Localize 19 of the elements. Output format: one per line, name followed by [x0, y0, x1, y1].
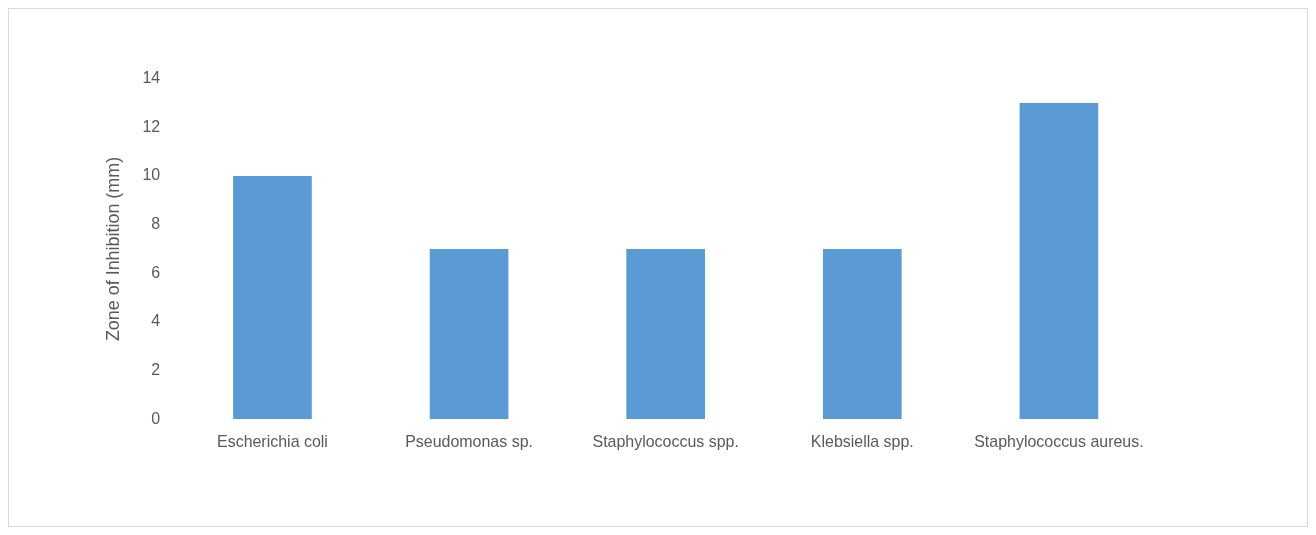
bar: [626, 248, 706, 420]
bar: [1019, 103, 1099, 420]
x-tick-label: Pseudomonas sp.: [405, 433, 533, 451]
y-tick-label: 10: [142, 166, 161, 184]
y-tick-label: 8: [151, 215, 161, 233]
bar: [822, 248, 902, 420]
y-tick-label: 2: [151, 360, 161, 378]
y-axis-title: Zone of Inhibition (mm): [102, 156, 123, 342]
y-tick-label: 14: [142, 69, 161, 87]
x-tick-label: Staphylococcus spp.: [592, 433, 739, 451]
bar: [233, 176, 312, 420]
y-tick-label: 12: [142, 117, 161, 135]
y-tick-label: 6: [151, 263, 161, 281]
x-tick-label: Escherichia coli: [217, 433, 328, 451]
x-tick-label: Staphylococcus aureus.: [974, 433, 1144, 451]
y-tick-label: 0: [151, 409, 161, 427]
y-tick-label: 4: [151, 312, 161, 330]
bar: [429, 248, 509, 420]
x-tick-label: Klebsiella spp.: [810, 433, 914, 451]
